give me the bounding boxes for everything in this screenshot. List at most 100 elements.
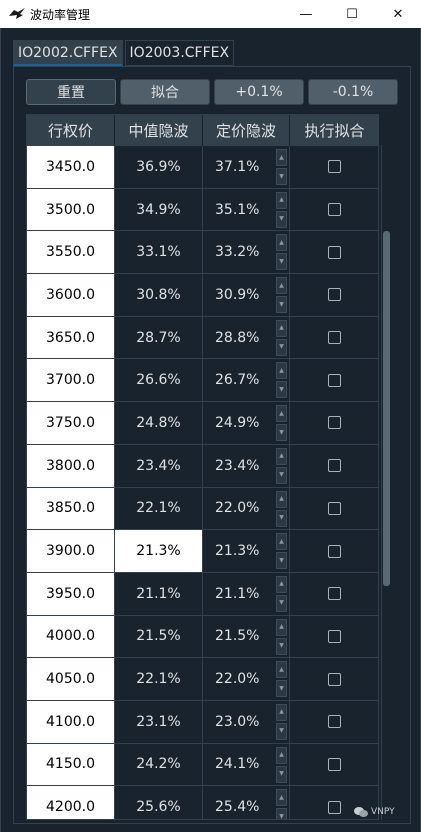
pricing-vol-spinbox[interactable]: 23.0% ▲ ▼ (203, 700, 290, 744)
mid-vol-cell[interactable]: 28.7% (115, 316, 203, 360)
spin-buttons[interactable]: ▲ ▼ (276, 405, 287, 442)
pricing-vol-value[interactable]: 24.9% (215, 414, 260, 431)
fit-button[interactable]: 拟合 (120, 79, 210, 105)
header-strike[interactable]: 行权价 (27, 115, 115, 146)
pricing-vol-spinbox[interactable]: 22.0% ▲ ▼ (203, 487, 290, 531)
pricing-vol-value[interactable]: 37.1% (215, 158, 260, 175)
spin-down-icon[interactable]: ▼ (276, 722, 287, 740)
spin-buttons[interactable]: ▲ ▼ (276, 191, 287, 228)
spin-down-icon[interactable]: ▼ (276, 680, 287, 698)
spin-down-icon[interactable]: ▼ (276, 466, 287, 484)
fit-checkbox[interactable] (328, 416, 341, 430)
spin-buttons[interactable]: ▲ ▼ (276, 661, 287, 698)
mid-vol-cell[interactable]: 33.1% (115, 231, 203, 275)
spin-up-icon[interactable]: ▲ (276, 149, 287, 166)
fit-checkbox[interactable] (328, 459, 341, 473)
reset-button[interactable]: 重置 (26, 79, 116, 105)
spin-up-icon[interactable]: ▲ (276, 618, 287, 636)
spin-up-icon[interactable]: ▲ (276, 405, 287, 423)
spin-down-icon[interactable]: ▼ (276, 765, 287, 783)
spin-down-icon[interactable]: ▼ (276, 637, 287, 655)
scrollbar-thumb[interactable] (383, 231, 390, 586)
maximize-button[interactable]: ☐ (329, 0, 375, 28)
spin-up-icon[interactable]: ▲ (276, 362, 287, 380)
pricing-vol-spinbox[interactable]: 21.5% ▲ ▼ (203, 615, 290, 659)
table-row[interactable]: 4050.0 22.1% 22.0% ▲ ▼ (27, 658, 378, 701)
pricing-vol-value[interactable]: 22.0% (215, 500, 260, 517)
pricing-vol-spinbox[interactable]: 21.1% ▲ ▼ (203, 572, 290, 616)
header-mid-vol[interactable]: 中值隐波 (115, 115, 203, 146)
mid-vol-cell[interactable]: 26.6% (115, 359, 203, 403)
spin-buttons[interactable]: ▲ ▼ (276, 447, 287, 484)
table-row[interactable]: 3900.0 21.3% 21.3% ▲ ▼ (27, 530, 378, 573)
table-row[interactable]: 3450.0 36.9% 37.1% ▲ ▼ (27, 146, 378, 189)
table-row[interactable]: 3750.0 24.8% 24.9% ▲ ▼ (27, 402, 378, 445)
pricing-vol-value[interactable]: 28.8% (215, 329, 260, 346)
fit-checkbox[interactable] (328, 245, 341, 259)
spin-buttons[interactable]: ▲ ▼ (276, 234, 287, 271)
pricing-vol-spinbox[interactable]: 23.4% ▲ ▼ (203, 444, 290, 488)
mid-vol-cell[interactable]: 22.1% (115, 487, 203, 531)
spin-up-icon[interactable]: ▲ (276, 661, 287, 679)
mid-vol-cell[interactable]: 23.4% (115, 444, 203, 488)
fit-checkbox[interactable] (328, 203, 341, 217)
spin-down-icon[interactable]: ▼ (276, 424, 287, 442)
spin-up-icon[interactable]: ▲ (276, 447, 287, 465)
table-row[interactable]: 4000.0 21.5% 21.5% ▲ ▼ (27, 615, 378, 659)
pricing-vol-spinbox[interactable]: 24.1% ▲ ▼ (203, 743, 290, 787)
pricing-vol-value[interactable]: 30.9% (215, 286, 260, 303)
fit-checkbox[interactable] (328, 544, 341, 558)
table-row[interactable]: 4200.0 25.6% 25.4% ▲ ▼ (27, 786, 378, 819)
header-execute-fit[interactable]: 执行拟合 (290, 115, 378, 146)
fit-checkbox[interactable] (328, 587, 341, 601)
table-row[interactable]: 3500.0 34.9% 35.1% ▲ ▼ (27, 188, 378, 232)
table-row[interactable]: 3600.0 30.8% 30.9% ▲ ▼ (27, 274, 378, 317)
spin-buttons[interactable]: ▲ ▼ (276, 789, 287, 819)
spin-buttons[interactable]: ▲ ▼ (276, 703, 287, 740)
mid-vol-cell[interactable]: 36.9% (115, 146, 203, 189)
table-row[interactable]: 3700.0 26.6% 26.7% ▲ ▼ (27, 359, 378, 403)
pricing-vol-spinbox[interactable]: 24.9% ▲ ▼ (203, 402, 290, 445)
fit-checkbox[interactable] (328, 160, 341, 174)
mid-vol-cell[interactable]: 24.8% (115, 402, 203, 445)
pricing-vol-spinbox[interactable]: 33.2% ▲ ▼ (203, 231, 290, 275)
pricing-vol-value[interactable]: 33.2% (215, 244, 260, 261)
spin-down-icon[interactable]: ▼ (276, 296, 287, 314)
spin-buttons[interactable]: ▲ ▼ (276, 533, 287, 570)
fit-checkbox[interactable] (328, 288, 341, 302)
spin-up-icon[interactable]: ▲ (276, 533, 287, 551)
spin-down-icon[interactable]: ▼ (276, 168, 287, 185)
spin-buttons[interactable]: ▲ ▼ (276, 618, 287, 655)
vertical-scrollbar[interactable] (381, 145, 391, 820)
fit-checkbox[interactable] (328, 629, 341, 643)
fit-checkbox[interactable] (328, 800, 341, 814)
spin-up-icon[interactable]: ▲ (276, 191, 287, 209)
tab-io2002[interactable]: IO2002.CFFEX (13, 40, 123, 66)
pricing-vol-spinbox[interactable]: 37.1% ▲ ▼ (203, 146, 290, 189)
table-row[interactable]: 4150.0 24.2% 24.1% ▲ ▼ (27, 743, 378, 787)
mid-vol-cell[interactable]: 24.2% (115, 743, 203, 787)
spin-up-icon[interactable]: ▲ (276, 575, 287, 593)
spin-up-icon[interactable]: ▲ (276, 703, 287, 721)
mid-vol-cell[interactable]: 21.5% (115, 615, 203, 659)
spin-down-icon[interactable]: ▼ (276, 253, 287, 271)
spin-buttons[interactable]: ▲ ▼ (276, 746, 287, 783)
table-row[interactable]: 3650.0 28.7% 28.8% ▲ ▼ (27, 316, 378, 360)
spin-down-icon[interactable]: ▼ (276, 338, 287, 356)
pricing-vol-spinbox[interactable]: 25.4% ▲ ▼ (203, 786, 290, 819)
header-pricing-vol[interactable]: 定价隐波 (203, 115, 290, 146)
minimize-button[interactable]: — (283, 0, 329, 28)
pricing-vol-spinbox[interactable]: 35.1% ▲ ▼ (203, 188, 290, 232)
mid-vol-cell[interactable]: 22.1% (115, 658, 203, 701)
spin-down-icon[interactable]: ▼ (276, 210, 287, 228)
pricing-vol-spinbox[interactable]: 28.8% ▲ ▼ (203, 316, 290, 360)
spin-buttons[interactable]: ▲ ▼ (276, 277, 287, 314)
pricing-vol-spinbox[interactable]: 26.7% ▲ ▼ (203, 359, 290, 403)
increase-button[interactable]: +0.1% (214, 79, 304, 105)
spin-up-icon[interactable]: ▲ (276, 277, 287, 295)
spin-down-icon[interactable]: ▼ (276, 594, 287, 612)
pricing-vol-value[interactable]: 21.1% (215, 585, 260, 602)
pricing-vol-value[interactable]: 23.0% (215, 713, 260, 730)
spin-up-icon[interactable]: ▲ (276, 234, 287, 252)
spin-up-icon[interactable]: ▲ (276, 746, 287, 764)
